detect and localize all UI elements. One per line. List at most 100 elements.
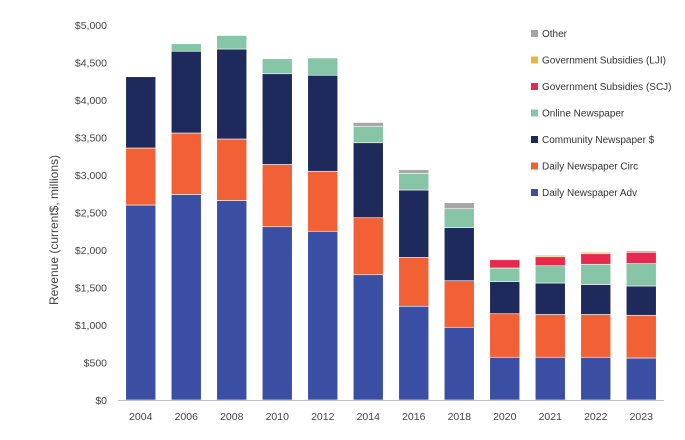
x-tick-label: 2020 xyxy=(493,411,517,423)
bar-segment xyxy=(352,274,384,401)
bar-segment xyxy=(398,173,430,191)
bar-segment xyxy=(398,169,430,174)
bar-segment xyxy=(352,142,384,219)
bar-segment xyxy=(125,76,157,149)
legend-label: Daily Newspaper Adv xyxy=(542,188,637,199)
bar-segment xyxy=(489,267,521,282)
bar-segment xyxy=(443,208,475,228)
x-tick-label: 2016 xyxy=(402,411,426,423)
bar-segment xyxy=(625,250,657,253)
y-tick-label: $1,500 xyxy=(75,283,107,295)
bar-segment xyxy=(352,217,384,276)
y-tick-label: $0 xyxy=(95,395,107,407)
bar-segment xyxy=(398,257,430,307)
plot-area xyxy=(125,35,657,401)
legend-swatch xyxy=(531,30,538,37)
legend-label: Other xyxy=(542,29,568,40)
bar-segment xyxy=(443,280,475,328)
legend-swatch xyxy=(531,189,538,196)
bar-segment xyxy=(261,58,293,75)
legend-swatch xyxy=(531,109,538,117)
bar-segment xyxy=(352,122,384,127)
bar-segment xyxy=(534,254,566,258)
x-tick-label: 2021 xyxy=(539,411,563,423)
x-tick-label: 2008 xyxy=(220,411,244,423)
bar-segment xyxy=(489,356,521,401)
bar-segment xyxy=(489,313,521,358)
y-tick-label: $3,500 xyxy=(75,133,107,145)
x-tick-label: 2022 xyxy=(584,411,608,423)
y-axis-title: Revenue (current$, millions) xyxy=(47,155,61,305)
bar-segment xyxy=(216,138,248,201)
bar-segment xyxy=(307,74,339,172)
bar-segment xyxy=(443,326,475,401)
legend-label: Community Newspaper $ xyxy=(542,135,655,146)
bar-segment xyxy=(261,226,293,401)
bar-segment xyxy=(625,285,657,316)
x-tick-label: 2004 xyxy=(129,411,153,423)
bar-segment xyxy=(534,256,566,267)
y-tick-label: $3,000 xyxy=(75,170,107,182)
legend-label: Online Newspaper xyxy=(542,109,625,120)
bar-segment xyxy=(580,284,612,315)
x-tick-label: 2012 xyxy=(311,411,335,423)
bar-segment xyxy=(352,125,384,144)
bar-segment xyxy=(216,35,248,50)
x-axis: 2004 2006 2008 2010 2012 2014 2016 2018 2020 2021… xyxy=(118,400,664,423)
x-tick-label: 2018 xyxy=(448,411,472,423)
bar-segment xyxy=(216,48,248,140)
y-tick-label: $1,000 xyxy=(75,320,107,332)
bar-segment xyxy=(580,251,612,255)
x-tick-label: 2006 xyxy=(175,411,199,423)
y-tick-label: $2,000 xyxy=(75,245,107,257)
legend-swatch xyxy=(531,56,538,64)
bar-segment xyxy=(580,356,612,401)
bar-segment xyxy=(580,314,612,358)
bar-segment xyxy=(625,263,657,287)
bar-segment xyxy=(125,147,157,206)
y-tick-label: $4,500 xyxy=(75,58,107,70)
bar-segment xyxy=(170,50,202,134)
bar-segment xyxy=(307,230,339,401)
bar-segment xyxy=(443,227,475,282)
bar-segment xyxy=(398,189,430,258)
bar-segment xyxy=(307,170,339,232)
bar-segment xyxy=(625,251,657,264)
bar-segment xyxy=(489,258,521,261)
y-axis: $0 $500 $1,000 $1,500 $2,000 $2,500 $3,000 $3,5… xyxy=(75,20,107,407)
bar-segment xyxy=(443,202,475,210)
x-tick-label: 2023 xyxy=(630,411,654,423)
legend-swatch xyxy=(531,162,538,170)
bar-segment xyxy=(170,132,202,195)
bar-segment xyxy=(489,281,521,315)
bar-segment xyxy=(534,356,566,401)
y-tick-label: $2,500 xyxy=(75,208,107,220)
bar-segment xyxy=(261,164,293,228)
y-tick-label: $5,000 xyxy=(75,20,107,32)
bar-segment xyxy=(534,282,566,315)
legend-swatch xyxy=(531,83,538,90)
legend-label: Daily Newspaper Circ xyxy=(542,162,638,173)
y-tick-label: $500 xyxy=(84,358,108,370)
bar-segment xyxy=(216,200,248,401)
bar-segment xyxy=(625,357,657,401)
legend-label: Government Subsidies (LJI) xyxy=(542,56,666,67)
legend: Other Government Subsidies (LJI) Governmen… xyxy=(531,29,672,199)
bar-segment xyxy=(534,265,566,284)
bar-segment xyxy=(170,43,202,52)
bar-segment xyxy=(307,57,339,76)
bar-segment xyxy=(261,73,293,165)
bar-segment xyxy=(170,194,202,401)
x-tick-label: 2010 xyxy=(266,411,290,423)
bar-segment xyxy=(580,263,612,285)
bar-segment xyxy=(125,204,157,401)
bar-segment xyxy=(580,253,612,265)
bar-segment xyxy=(489,259,521,269)
bar-segment xyxy=(625,314,657,359)
bar-segment xyxy=(534,314,566,358)
bar-segment xyxy=(398,305,430,401)
legend-swatch xyxy=(531,136,538,143)
x-tick-label: 2014 xyxy=(357,411,381,423)
